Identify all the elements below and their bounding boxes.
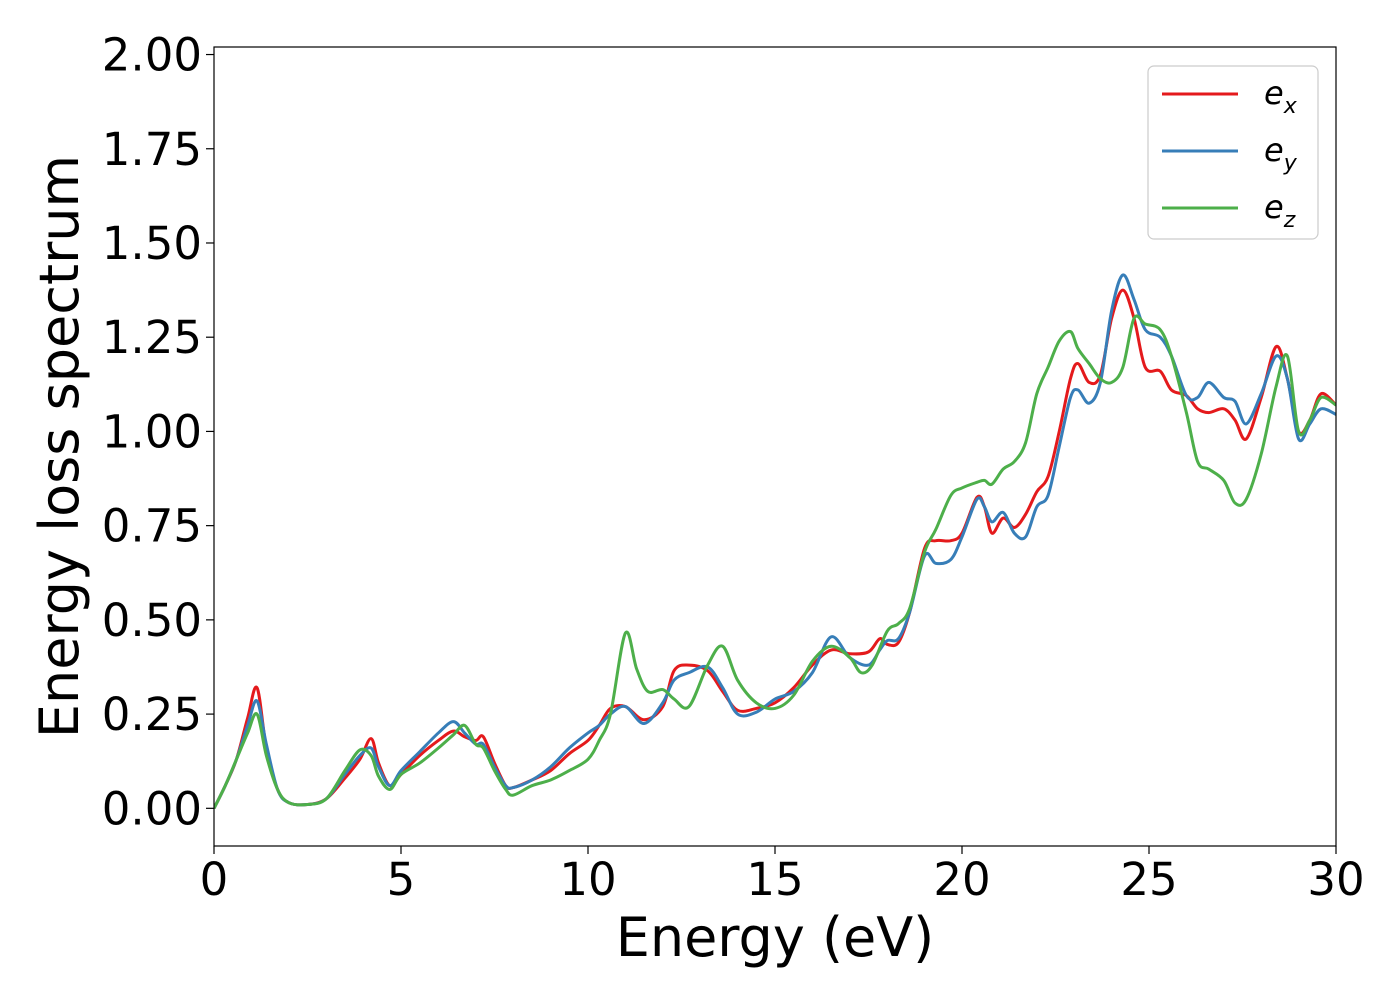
y-tick-label: 0.75	[102, 500, 202, 553]
ticks-layer: 0 5 10 15 20 25 30 0.00 0.25 0.50 0.75 1.00 1.25 1.50…	[102, 29, 1365, 906]
series-line-x	[214, 288, 1336, 809]
series-line-y	[214, 273, 1336, 809]
x-tick-label: 0	[200, 853, 229, 906]
legend-label-subscript: x	[1283, 94, 1298, 119]
x-tick-label: 15	[746, 853, 803, 906]
y-tick-label: 1.75	[102, 123, 202, 176]
x-tick-label: 25	[1120, 853, 1177, 906]
y-tick-label: 1.00	[102, 405, 202, 458]
y-tick-label: 0.00	[102, 782, 202, 835]
legend-label-z: ez	[1264, 188, 1296, 233]
x-tick-label: 10	[559, 853, 616, 906]
y-tick-label: 0.50	[102, 594, 202, 647]
legend-label-base: e	[1264, 74, 1284, 112]
legend-label-y: ey	[1264, 131, 1298, 176]
y-tick-label: 1.25	[102, 311, 202, 364]
y-tick-label: 0.25	[102, 688, 202, 741]
x-axis-label: Energy (eV)	[616, 906, 935, 969]
x-tick-label: 20	[933, 853, 990, 906]
x-tick-label: 30	[1307, 853, 1364, 906]
x-tick-label: 5	[387, 853, 416, 906]
series-layer	[214, 273, 1336, 809]
y-axis-label: Energy loss spectrum	[28, 155, 91, 738]
legend-label-base: e	[1264, 131, 1284, 169]
series-line-z	[214, 314, 1336, 809]
legend-label-base: e	[1264, 188, 1284, 226]
legend-label-x: ex	[1264, 74, 1298, 119]
legend-label-subscript: y	[1283, 151, 1298, 176]
y-tick-label: 1.50	[102, 217, 202, 270]
y-tick-label: 2.00	[102, 29, 202, 82]
legend-label-subscript: z	[1283, 208, 1296, 233]
